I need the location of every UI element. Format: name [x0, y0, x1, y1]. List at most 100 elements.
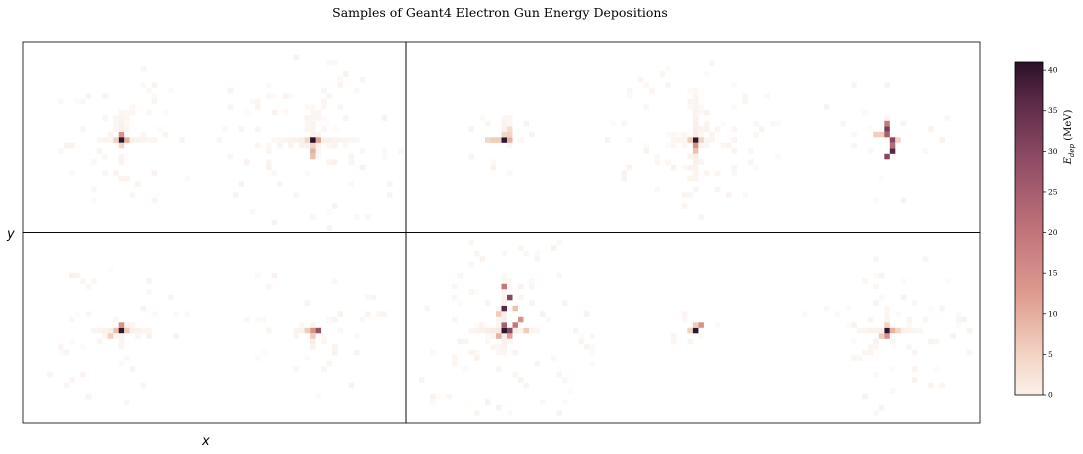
- panel-frame: [22, 232, 407, 424]
- heatmap-cell: [102, 170, 108, 176]
- heatmap-cell: [873, 344, 879, 350]
- heatmap-cell: [681, 311, 688, 317]
- heatmap-cell: [742, 98, 748, 105]
- heatmap-cell: [501, 131, 507, 138]
- heatmap-cell: [496, 349, 502, 356]
- heatmap-cell: [884, 82, 890, 88]
- heatmap-cell: [659, 71, 666, 77]
- heatmap-cell: [140, 305, 147, 312]
- heatmap-cell: [687, 164, 693, 171]
- heatmap-cell: [501, 322, 507, 328]
- heatmap-cell: [556, 371, 562, 378]
- heatmap-cell: [63, 349, 70, 356]
- heatmap-cell: [85, 393, 92, 400]
- heatmap-cell: [107, 267, 114, 273]
- heatmap-cell: [321, 98, 327, 105]
- heatmap-cell: [337, 82, 344, 88]
- heatmap-cell: [626, 87, 633, 94]
- heatmap-cell: [337, 76, 344, 83]
- heatmap-cell: [332, 137, 338, 143]
- heatmap-cell: [173, 333, 180, 339]
- heatmap-cell: [113, 316, 119, 323]
- heatmap-cell: [604, 137, 611, 143]
- heatmap-cell: [714, 186, 721, 193]
- heatmap-cell: [315, 142, 322, 149]
- heatmap-cell: [670, 142, 677, 149]
- heatmap-cell: [332, 316, 338, 323]
- heatmap-cell: [107, 131, 114, 138]
- heatmap-cell: [348, 137, 355, 143]
- heatmap-cell: [589, 360, 595, 367]
- heatmap-cell: [507, 170, 513, 176]
- heatmap-cell: [889, 388, 896, 394]
- panel-frames: [22, 41, 981, 424]
- heatmap-cell: [85, 311, 92, 317]
- heatmap-cell: [501, 344, 507, 350]
- heatmap-cell: [523, 382, 529, 389]
- heatmap-cell: [216, 137, 223, 143]
- heatmap-cell: [867, 148, 874, 154]
- heatmap-cell: [140, 137, 147, 143]
- heatmap-cell: [692, 186, 699, 193]
- heatmap-cell: [332, 159, 338, 165]
- heatmap-cell: [359, 148, 366, 154]
- heatmap-cell: [474, 355, 480, 361]
- heatmap-cell: [714, 170, 721, 176]
- heatmap-cell: [584, 344, 590, 350]
- heatmap-cell: [692, 159, 699, 165]
- heatmap-cell: [446, 393, 452, 400]
- heatmap-cell: [889, 137, 896, 143]
- heatmap-cell: [518, 294, 524, 301]
- panel-frame: [405, 232, 981, 424]
- heatmap-cell: [227, 87, 234, 94]
- heatmap-cell: [468, 327, 474, 334]
- heatmap-cell: [80, 126, 86, 132]
- heatmap-cell: [381, 311, 388, 317]
- heatmap-cell: [266, 164, 272, 171]
- heatmap-cell: [293, 192, 300, 198]
- heatmap-cell: [681, 131, 688, 138]
- heatmap-cell: [332, 142, 338, 149]
- heatmap-cell: [102, 327, 108, 334]
- heatmap-cell: [698, 131, 704, 138]
- heatmap-cell: [873, 327, 879, 334]
- heatmap-cell: [118, 327, 125, 334]
- heatmap-cell: [354, 214, 360, 220]
- heatmap-cell: [260, 349, 267, 356]
- heatmap-cell: [266, 142, 272, 149]
- heatmap-cell: [878, 131, 885, 138]
- heatmap-cell: [348, 159, 355, 165]
- heatmap-cell: [703, 170, 710, 176]
- heatmap-cell: [665, 82, 671, 88]
- heatmap-cell: [118, 142, 125, 149]
- heatmap-cell: [293, 333, 300, 339]
- heatmap-cell: [69, 338, 75, 345]
- heatmap-cell: [146, 333, 152, 339]
- heatmap-cell: [709, 60, 715, 66]
- heatmap-cell: [867, 349, 874, 356]
- heatmap-cell: [96, 327, 103, 334]
- heatmap-cell: [129, 366, 136, 372]
- heatmap-cell: [823, 104, 830, 110]
- heatmap-cell: [474, 250, 480, 257]
- heatmap-cell: [271, 272, 278, 279]
- heatmap-cell: [648, 87, 655, 94]
- heatmap-cell: [933, 366, 940, 372]
- heatmap-cell: [610, 120, 616, 127]
- heatmap-cell: [310, 126, 316, 132]
- heatmap-cell: [692, 115, 699, 121]
- heatmap-cell: [381, 153, 388, 160]
- heatmap-cell: [343, 115, 349, 121]
- heatmap-cell: [878, 272, 885, 279]
- heatmap-cell: [670, 164, 677, 171]
- heatmap-cell: [692, 93, 699, 99]
- heatmap-cell: [485, 300, 491, 306]
- heatmap-cell: [321, 115, 327, 121]
- heatmap-cell: [911, 300, 918, 306]
- heatmap-cell: [753, 164, 759, 171]
- heatmap-cell: [692, 322, 699, 328]
- heatmap-cell: [365, 214, 371, 220]
- heatmap-cell: [922, 316, 929, 323]
- heatmap-cell: [304, 327, 311, 334]
- heatmap-cell: [490, 327, 496, 334]
